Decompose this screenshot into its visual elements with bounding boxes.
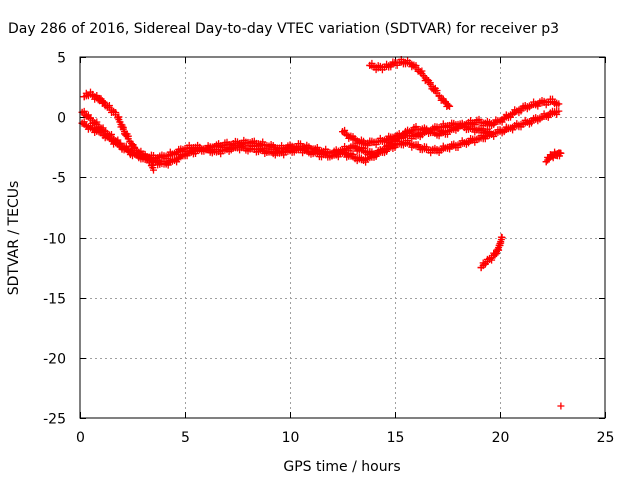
data-point [93, 118, 101, 126]
y-tick-label: -25 [43, 412, 66, 428]
data-point [486, 128, 493, 136]
data-point [488, 256, 496, 264]
y-axis-label: SDTVAR / TECUs [6, 181, 22, 296]
data-point [362, 158, 370, 166]
x-tick-label: 10 [282, 430, 300, 446]
data-point [124, 132, 132, 140]
data-point [557, 149, 565, 157]
x-tick-label: 0 [76, 430, 85, 446]
data-point [341, 126, 349, 134]
data-point [105, 102, 113, 110]
data-point [444, 102, 452, 110]
data-point [80, 107, 88, 115]
data-point [497, 239, 505, 247]
data-point [555, 107, 563, 115]
x-tick-label: 25 [597, 430, 615, 446]
data-point [426, 79, 434, 87]
data-point [115, 113, 123, 121]
data-point [114, 138, 122, 146]
y-tick-label: -15 [43, 292, 66, 308]
chart-title: Day 286 of 2016, Sidereal Day-to-day VTE… [8, 21, 559, 37]
x-axis-label: GPS time / hours [283, 459, 400, 475]
y-tick-label: -10 [43, 232, 66, 248]
x-tick-label: 5 [181, 430, 190, 446]
data-point [557, 402, 565, 410]
data-point [498, 234, 506, 241]
data-point [498, 118, 506, 126]
data-point [433, 86, 441, 94]
data-point [150, 166, 157, 174]
data-point [444, 130, 451, 138]
data-points [78, 56, 565, 410]
y-tick-label: -20 [43, 352, 66, 368]
x-axis-ticks: 0 5 10 15 20 25 [76, 57, 614, 446]
data-point [416, 68, 424, 76]
data-point [114, 114, 122, 122]
y-tick-label: 5 [57, 51, 66, 67]
data-point [412, 62, 420, 70]
x-tick-label: 15 [387, 430, 405, 446]
data-point [97, 126, 105, 134]
data-point [418, 67, 426, 75]
data-point [119, 123, 127, 131]
data-point [491, 251, 499, 259]
data-point [495, 246, 503, 254]
y-tick-label: -5 [52, 171, 66, 187]
data-point [555, 100, 563, 108]
data-point [112, 108, 120, 116]
data-point [80, 118, 88, 126]
y-axis-ticks: 5 0 -5 -10 -15 -20 -25 [43, 51, 605, 428]
x-tick-label: 20 [492, 430, 510, 446]
data-point [494, 245, 502, 253]
grid-lines [80, 57, 605, 418]
data-point [446, 102, 454, 110]
plot-frame [79, 56, 606, 419]
y-tick-label: 0 [57, 111, 66, 127]
